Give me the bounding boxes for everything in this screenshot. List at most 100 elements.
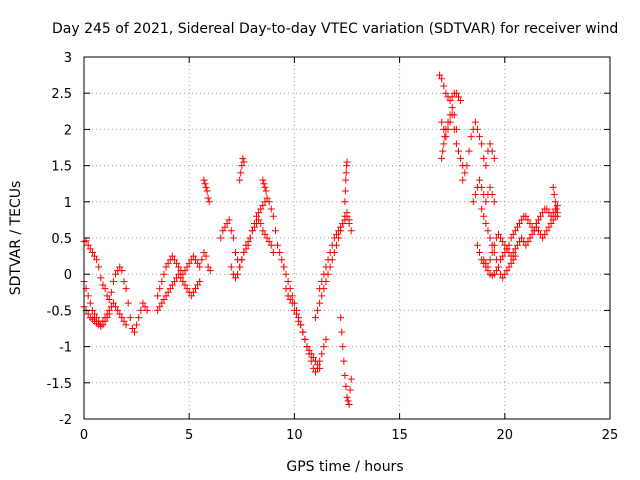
data-point bbox=[154, 292, 162, 300]
data-point bbox=[345, 401, 353, 409]
data-point bbox=[305, 346, 313, 354]
data-point bbox=[318, 350, 326, 358]
data-point bbox=[488, 241, 496, 249]
data-point bbox=[198, 256, 206, 264]
data-point bbox=[204, 194, 212, 202]
data-point bbox=[118, 267, 126, 275]
data-point bbox=[343, 393, 351, 401]
data-point bbox=[303, 343, 311, 351]
data-point bbox=[549, 183, 557, 191]
data-point bbox=[490, 198, 498, 206]
data-point bbox=[126, 314, 134, 322]
data-point bbox=[267, 241, 275, 249]
data-point bbox=[441, 133, 449, 141]
data-point bbox=[316, 364, 324, 372]
data-point bbox=[262, 187, 270, 195]
data-point bbox=[534, 216, 542, 224]
data-point bbox=[440, 140, 448, 148]
data-point bbox=[253, 212, 261, 220]
data-point bbox=[265, 238, 273, 246]
data-point bbox=[236, 176, 244, 184]
data-point bbox=[539, 234, 547, 242]
data-point bbox=[217, 234, 225, 242]
data-point bbox=[205, 198, 213, 206]
data-point bbox=[133, 321, 141, 329]
data-point bbox=[345, 220, 353, 228]
data-point bbox=[177, 274, 185, 282]
data-point bbox=[322, 263, 330, 271]
data-point bbox=[109, 299, 117, 307]
data-point bbox=[130, 328, 138, 336]
data-point bbox=[332, 230, 340, 238]
x-tick-label: 10 bbox=[286, 428, 303, 443]
data-point bbox=[484, 263, 492, 271]
data-point bbox=[330, 234, 338, 242]
data-point bbox=[341, 372, 349, 380]
data-point bbox=[442, 89, 450, 97]
axes: 0 5 10 15 20 25 -2 -1.5 -1 -0.5 0 0.5 1 1.5 2 2.5 3 bbox=[47, 51, 619, 443]
data-point bbox=[509, 256, 517, 264]
data-point bbox=[490, 154, 498, 162]
data-point bbox=[158, 277, 166, 285]
data-point bbox=[267, 205, 275, 213]
data-point bbox=[524, 238, 532, 246]
data-point bbox=[263, 234, 271, 242]
data-point bbox=[486, 140, 494, 148]
data-point bbox=[497, 234, 505, 242]
data-point bbox=[200, 176, 208, 184]
data-point bbox=[101, 285, 109, 293]
data-point bbox=[342, 176, 350, 184]
data-series bbox=[80, 71, 561, 409]
data-point bbox=[261, 230, 269, 238]
data-point bbox=[109, 277, 117, 285]
data-point bbox=[501, 270, 509, 278]
data-point bbox=[239, 154, 247, 162]
data-point bbox=[259, 176, 267, 184]
data-point bbox=[183, 285, 191, 293]
data-point bbox=[509, 248, 517, 256]
data-point bbox=[505, 263, 513, 271]
y-tick-label: -0.5 bbox=[47, 304, 72, 319]
data-point bbox=[339, 220, 347, 228]
data-point bbox=[337, 314, 345, 322]
data-point bbox=[478, 183, 486, 191]
data-point bbox=[341, 198, 349, 206]
data-point bbox=[203, 187, 211, 195]
data-point bbox=[452, 125, 460, 133]
data-point bbox=[469, 198, 477, 206]
data-point bbox=[528, 230, 536, 238]
data-point bbox=[494, 263, 502, 271]
data-point bbox=[338, 328, 346, 336]
data-point bbox=[225, 216, 233, 224]
data-point bbox=[206, 267, 214, 275]
data-point bbox=[344, 397, 352, 405]
data-point bbox=[237, 169, 245, 177]
data-point bbox=[440, 82, 448, 90]
data-point bbox=[442, 125, 450, 133]
data-point bbox=[139, 299, 147, 307]
data-point bbox=[473, 125, 481, 133]
data-point bbox=[482, 259, 490, 267]
data-point bbox=[316, 299, 324, 307]
data-point bbox=[192, 285, 200, 293]
data-point bbox=[341, 187, 349, 195]
data-point bbox=[143, 306, 151, 314]
data-point bbox=[120, 277, 128, 285]
data-point bbox=[189, 252, 197, 260]
data-point bbox=[482, 198, 490, 206]
data-point bbox=[255, 216, 263, 224]
data-point bbox=[238, 162, 246, 170]
y-tick-label: 0.5 bbox=[51, 232, 72, 247]
data-point bbox=[467, 133, 475, 141]
data-point bbox=[549, 216, 557, 224]
data-point bbox=[490, 270, 498, 278]
data-point bbox=[438, 75, 446, 83]
data-point bbox=[250, 223, 258, 231]
data-point bbox=[175, 263, 183, 271]
data-point bbox=[545, 223, 553, 231]
y-axis-label: SDTVAR / TECUs bbox=[8, 181, 24, 296]
data-point bbox=[185, 259, 193, 267]
data-point bbox=[164, 288, 172, 296]
